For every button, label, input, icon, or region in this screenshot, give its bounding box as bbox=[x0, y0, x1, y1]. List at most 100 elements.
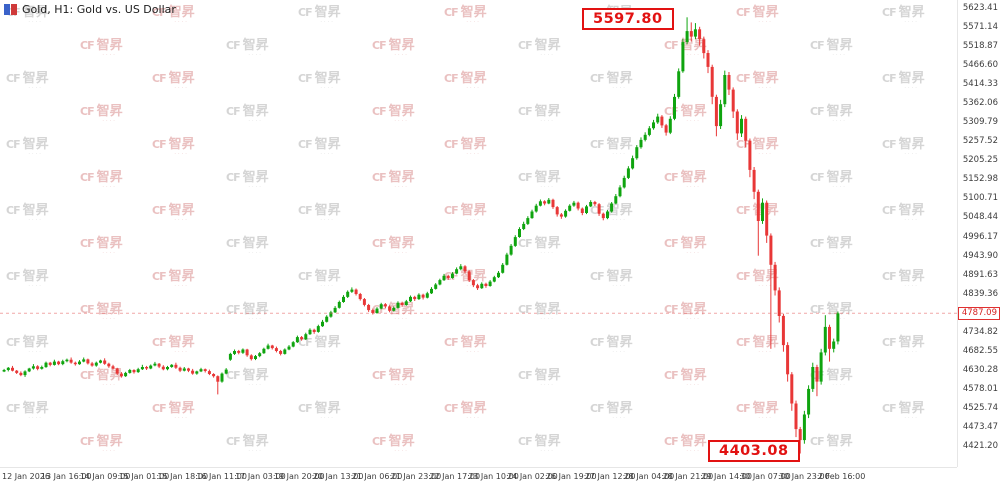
candle-body bbox=[660, 116, 664, 126]
candle-body bbox=[15, 370, 19, 373]
candlestick-chart[interactable] bbox=[0, 0, 957, 467]
candle-body bbox=[761, 202, 764, 221]
candle-body bbox=[44, 362, 48, 368]
candle-body bbox=[149, 365, 153, 369]
candle-body bbox=[673, 96, 676, 119]
candle-body bbox=[287, 346, 291, 350]
candle-body bbox=[103, 360, 107, 364]
candle-body bbox=[786, 345, 790, 375]
candle-body bbox=[375, 308, 379, 313]
price-axis-label: 4682.55 bbox=[962, 346, 998, 356]
candle-body bbox=[11, 367, 14, 371]
candle-body bbox=[693, 29, 697, 37]
time-axis-label: 29 Jan 14:00 bbox=[701, 472, 752, 481]
candle-body bbox=[216, 376, 220, 382]
price-axis-label: 5152.98 bbox=[962, 174, 998, 185]
candle-body bbox=[706, 53, 710, 67]
candle-body bbox=[354, 289, 358, 294]
candle-body bbox=[689, 31, 693, 37]
candle-body bbox=[555, 207, 559, 215]
price-axis-label: 5257.52 bbox=[962, 136, 998, 147]
candle-body bbox=[396, 302, 400, 308]
candle-body bbox=[769, 235, 773, 265]
candle-body bbox=[446, 275, 450, 278]
candle-body bbox=[308, 329, 312, 335]
candle-body bbox=[161, 366, 165, 370]
candle-body bbox=[140, 367, 144, 370]
candle-body bbox=[241, 349, 245, 353]
candle-body bbox=[266, 345, 270, 349]
candle-body bbox=[31, 366, 35, 369]
candle-body bbox=[170, 364, 174, 367]
candle-body bbox=[195, 371, 199, 374]
candle-body bbox=[467, 271, 471, 281]
candle-body bbox=[107, 363, 111, 367]
time-axis-label: 17 Jan 03:00 bbox=[235, 472, 286, 481]
time-axis-label: 22 Jan 17:00 bbox=[429, 472, 481, 481]
candle-body bbox=[463, 266, 467, 272]
candle-body bbox=[459, 266, 463, 270]
candle-body bbox=[304, 334, 308, 340]
candle-body bbox=[631, 158, 635, 169]
candle-body bbox=[245, 349, 249, 356]
candle-body bbox=[262, 348, 266, 354]
candle-body bbox=[819, 352, 823, 382]
price-axis-label: 5571.14 bbox=[962, 21, 998, 32]
candle-body bbox=[430, 288, 433, 294]
candle-body bbox=[773, 264, 777, 291]
candle-body bbox=[455, 269, 459, 274]
candle-body bbox=[6, 367, 10, 370]
candle-body bbox=[249, 355, 253, 360]
price-axis-label: 5048.44 bbox=[962, 212, 998, 223]
candle-body bbox=[702, 39, 706, 54]
candle-body bbox=[438, 280, 442, 285]
price-axis-label: 5518.87 bbox=[962, 40, 998, 51]
candle-body bbox=[744, 118, 748, 141]
candle-body bbox=[740, 118, 743, 134]
time-axis-label: 15 Jan 01:00 bbox=[118, 472, 170, 481]
candle-body bbox=[132, 370, 136, 373]
candle-body bbox=[610, 203, 614, 212]
candle-body bbox=[685, 31, 689, 43]
price-axis-label: 4891.63 bbox=[962, 269, 998, 280]
time-axis-label: 15 Jan 18:00 bbox=[157, 472, 209, 481]
time-axis[interactable]: 12 Jan 2026 13 Jan 16:00 14 Jan 09:00 15 Ja… bbox=[0, 467, 957, 483]
high-price-annotation: 5597.80 bbox=[582, 8, 674, 30]
candle-body bbox=[752, 169, 756, 192]
price-axis-label: 5362.06 bbox=[962, 97, 998, 108]
candle-body bbox=[597, 204, 601, 214]
instrument-flag-icon bbox=[4, 4, 17, 15]
candle-body bbox=[593, 202, 597, 205]
candle-body bbox=[585, 206, 588, 213]
candle-body bbox=[522, 223, 526, 229]
price-axis-label: 5100.71 bbox=[962, 193, 998, 204]
time-axis-label: 26 Jan 19:00 bbox=[545, 472, 597, 481]
symbol-label: Gold, H1: Gold vs. US Dollar bbox=[22, 3, 176, 16]
candle-body bbox=[832, 341, 836, 349]
candle-body bbox=[807, 388, 811, 415]
time-axis-label: 28 Jan 04:00 bbox=[623, 472, 675, 481]
candle-body bbox=[94, 362, 98, 366]
candle-body bbox=[207, 371, 211, 374]
candle-body bbox=[534, 205, 538, 212]
candle-body bbox=[497, 272, 500, 278]
price-axis-label: 4578.01 bbox=[962, 384, 998, 395]
time-axis-label: 24 Jan 02:00 bbox=[507, 472, 558, 481]
candle-body bbox=[450, 273, 454, 278]
candle-body bbox=[442, 275, 446, 281]
candle-body bbox=[564, 210, 568, 217]
time-axis-label: 12 Jan 2026 bbox=[2, 472, 50, 481]
candle-body bbox=[187, 368, 190, 371]
candle-body bbox=[379, 304, 383, 309]
candle-body bbox=[484, 283, 488, 286]
current-price-tag: 4787.09 bbox=[958, 306, 1000, 320]
symbol-title: Gold, H1: Gold vs. US Dollar bbox=[4, 3, 176, 16]
price-axis[interactable]: 4787.09 5623.41 5571.14 5518.87 5466.60 5414… bbox=[957, 0, 1000, 467]
candle-body bbox=[295, 337, 299, 343]
candle-body bbox=[647, 128, 651, 135]
candle-body bbox=[538, 201, 542, 206]
candle-body bbox=[606, 211, 609, 219]
candle-body bbox=[480, 283, 484, 289]
candle-body bbox=[52, 361, 56, 365]
